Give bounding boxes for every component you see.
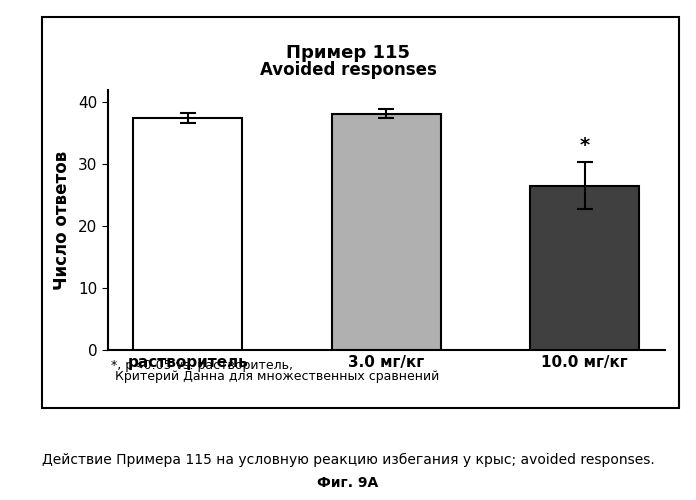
Text: Действие Примера 115 на условную реакцию избегания у крыс; avoided responses.: Действие Примера 115 на условную реакцию…: [42, 452, 654, 466]
Bar: [332, 114, 441, 350]
Bar: [133, 118, 242, 350]
Text: Критерий Данна для множественных сравнений: Критерий Данна для множественных сравнен…: [111, 370, 440, 383]
Text: Фиг. 9A: Фиг. 9A: [317, 476, 379, 490]
Bar: [530, 186, 640, 350]
Text: *, p<0.05 vs. растворитель,: *, p<0.05 vs. растворитель,: [111, 359, 293, 372]
Text: Avoided responses: Avoided responses: [260, 61, 436, 79]
Text: *: *: [580, 136, 590, 155]
Text: Пример 115: Пример 115: [286, 44, 410, 62]
Y-axis label: Число ответов: Число ответов: [53, 150, 71, 290]
